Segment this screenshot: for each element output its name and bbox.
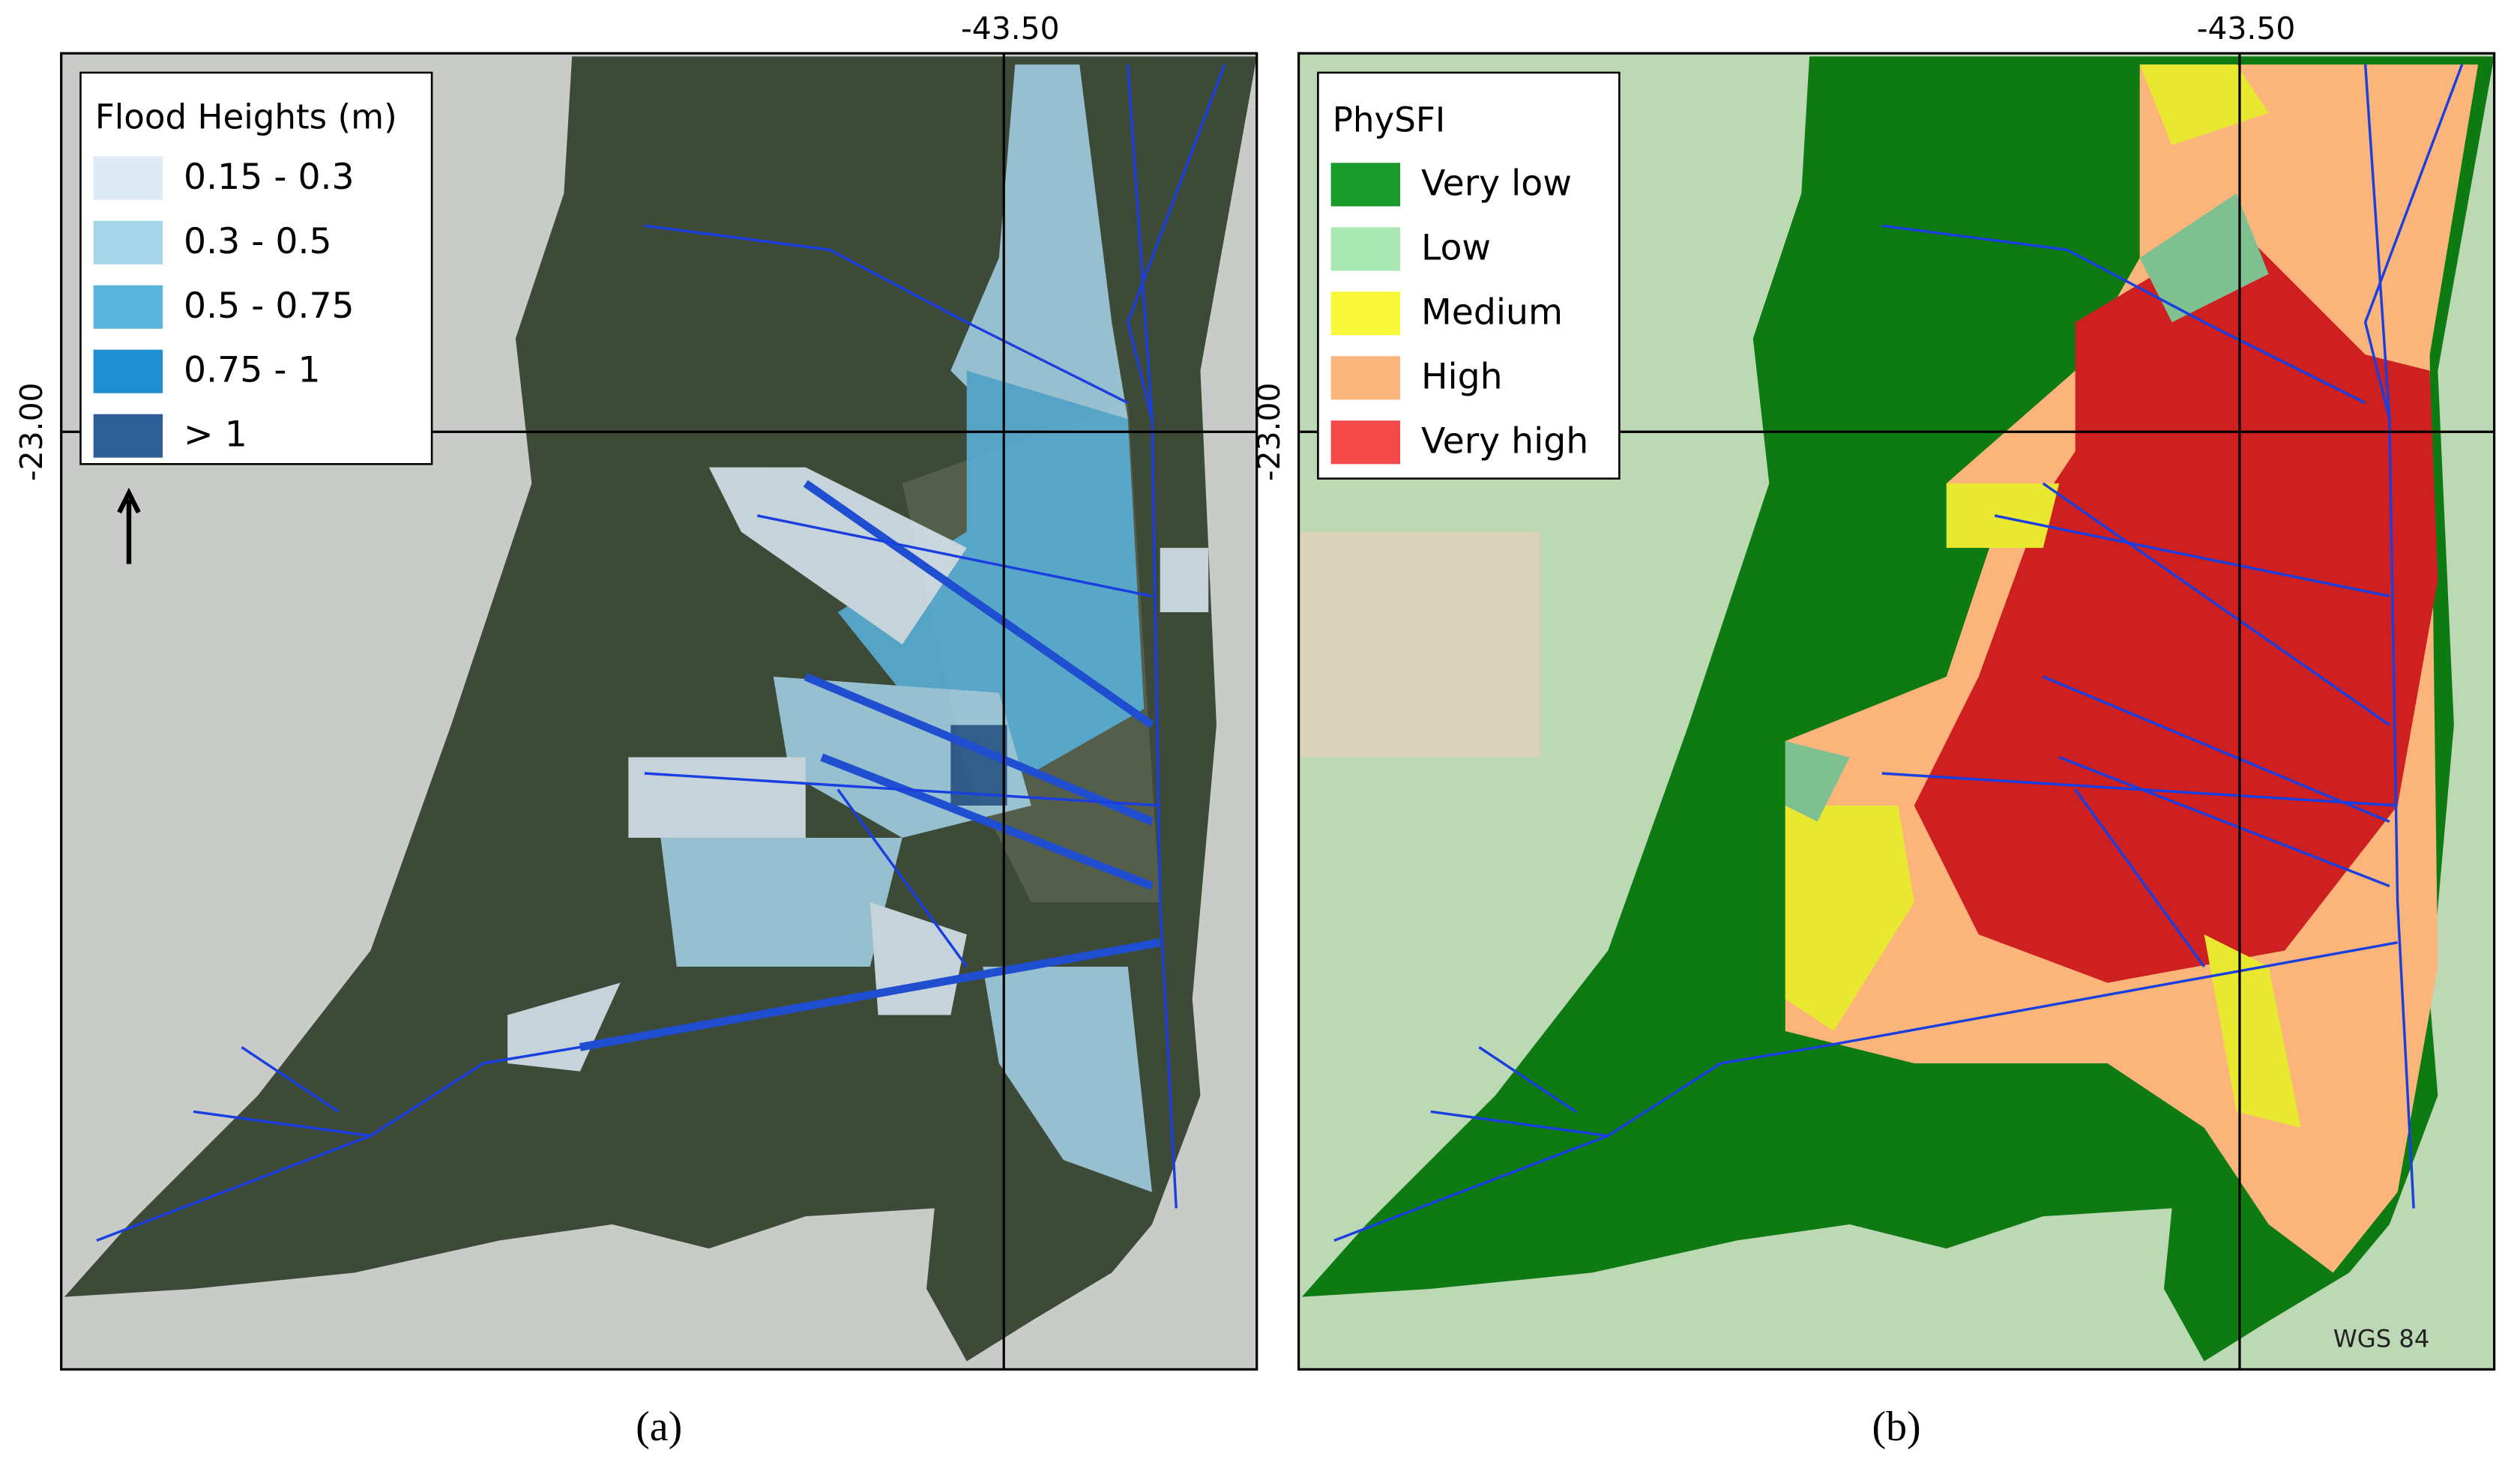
frame-b (1297, 52, 2496, 1371)
legend-swatch (93, 285, 163, 329)
legend-box (1317, 71, 1621, 480)
lon-label: -43.50 (961, 10, 1060, 46)
legend-label: High (1421, 356, 1503, 397)
lat-label: -23.00 (13, 382, 49, 481)
legend-swatch (93, 156, 163, 200)
outside-zone (1298, 531, 1541, 758)
lat-label: -23.00 (1251, 382, 1287, 481)
north-arrow (117, 487, 141, 564)
rivers-b (1333, 64, 2464, 1242)
legend-label: Medium (1421, 292, 1563, 333)
legend-swatch (1330, 356, 1401, 400)
legend-label: 0.3 - 0.5 (184, 221, 332, 262)
caption: (b) (1872, 1404, 1921, 1450)
flood-zones (507, 64, 1209, 1192)
watershed-b (1301, 56, 2495, 1362)
legend-title: Flood Heights (m) (95, 97, 397, 136)
legend-label: Very high (1421, 420, 1588, 462)
legend-label: 0.75 - 1 (184, 350, 320, 391)
rivers (96, 64, 1226, 1242)
legend-swatch (93, 414, 163, 458)
legend-swatch (93, 349, 163, 393)
legend-label: > 1 (184, 414, 247, 456)
legend-label: Very low (1421, 163, 1572, 204)
legend-box (79, 71, 433, 465)
legend-label: 0.15 - 0.3 (184, 157, 355, 198)
lon-label: -43.50 (2197, 10, 2296, 46)
crs-label: WGS 84 (2333, 1325, 2430, 1353)
legend-swatch (1330, 420, 1401, 465)
legend-label: 0.5 - 0.75 (184, 286, 355, 327)
map-a (61, 53, 1257, 1370)
legend-swatch (93, 220, 163, 265)
legend-swatch (1330, 227, 1401, 271)
legend-title: PhySFI (1333, 100, 1445, 140)
caption: (a) (636, 1404, 682, 1450)
legend-swatch (1330, 292, 1401, 336)
legend-label: Low (1421, 227, 1491, 268)
frame-a (60, 52, 1259, 1371)
legend-swatch (1330, 163, 1401, 207)
